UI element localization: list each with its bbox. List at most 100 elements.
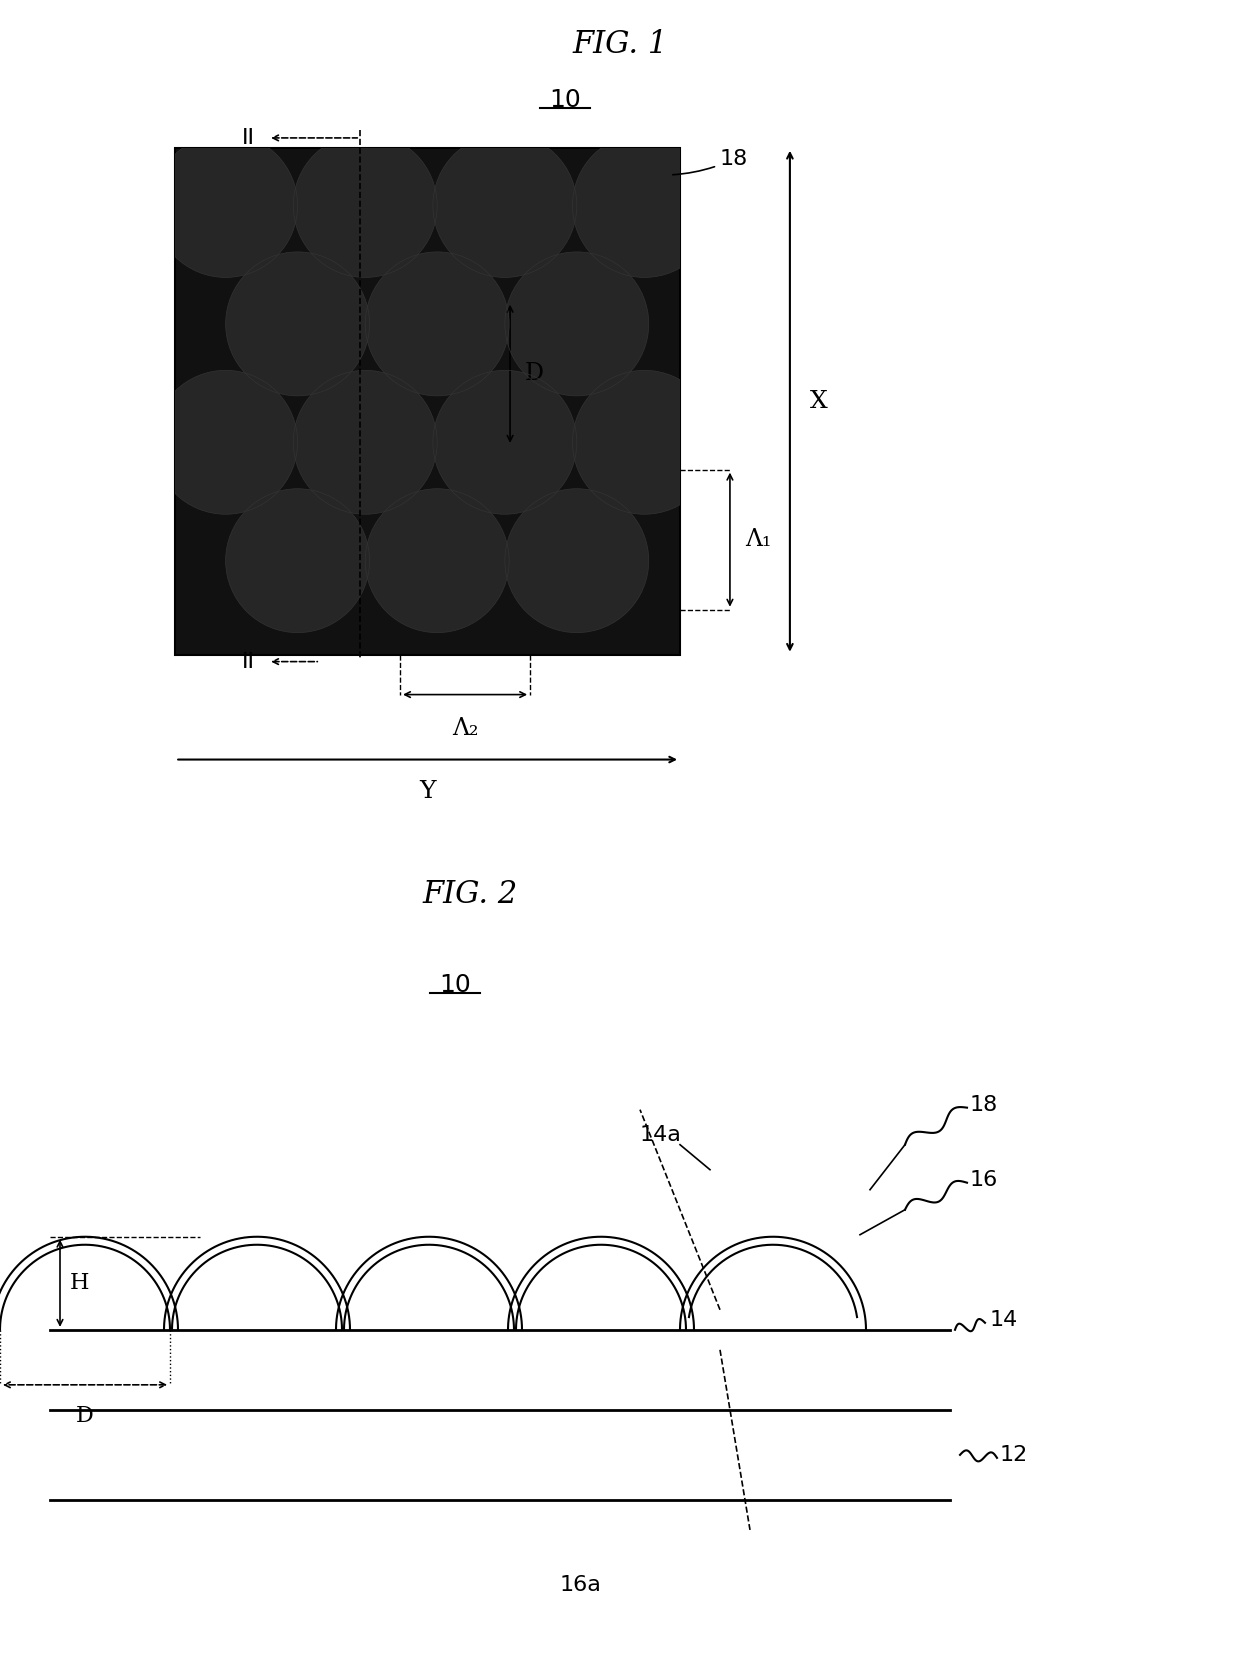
Circle shape	[454, 154, 548, 248]
Circle shape	[588, 149, 696, 257]
Circle shape	[348, 425, 363, 440]
Circle shape	[520, 267, 627, 374]
Circle shape	[511, 495, 641, 625]
Circle shape	[247, 510, 341, 604]
Circle shape	[532, 279, 611, 359]
Circle shape	[609, 406, 667, 465]
Circle shape	[278, 304, 299, 326]
Circle shape	[202, 420, 232, 448]
Text: FIG. 2: FIG. 2	[423, 880, 517, 910]
Circle shape	[544, 292, 595, 343]
Circle shape	[479, 180, 515, 215]
Circle shape	[548, 296, 590, 337]
Circle shape	[206, 423, 227, 443]
FancyBboxPatch shape	[175, 148, 680, 655]
Circle shape	[405, 292, 455, 343]
Circle shape	[232, 259, 361, 388]
Circle shape	[536, 519, 608, 591]
Circle shape	[296, 373, 433, 510]
Circle shape	[451, 388, 552, 489]
Circle shape	[515, 262, 636, 383]
Circle shape	[294, 371, 438, 514]
Circle shape	[259, 522, 324, 588]
Circle shape	[417, 541, 439, 562]
Circle shape	[284, 311, 291, 317]
Circle shape	[460, 161, 539, 240]
Circle shape	[433, 134, 577, 277]
Circle shape	[412, 297, 448, 334]
Circle shape	[423, 547, 430, 554]
Circle shape	[383, 270, 485, 371]
Circle shape	[351, 191, 358, 198]
Circle shape	[551, 534, 587, 571]
Circle shape	[458, 395, 543, 482]
Circle shape	[538, 522, 603, 588]
Circle shape	[393, 279, 472, 359]
Circle shape	[330, 406, 388, 465]
Circle shape	[175, 391, 269, 485]
Circle shape	[627, 425, 642, 440]
Circle shape	[294, 134, 438, 277]
Circle shape	[185, 401, 257, 473]
Text: D: D	[76, 1405, 94, 1427]
Text: II: II	[242, 651, 255, 672]
Circle shape	[162, 379, 285, 502]
Circle shape	[625, 423, 646, 443]
Circle shape	[596, 158, 683, 245]
Circle shape	[345, 185, 367, 207]
Circle shape	[402, 526, 460, 583]
Circle shape	[573, 134, 717, 277]
Circle shape	[606, 168, 671, 232]
Circle shape	[179, 395, 264, 482]
Text: 10: 10	[549, 87, 580, 112]
Circle shape	[625, 185, 646, 207]
Circle shape	[259, 285, 324, 351]
Circle shape	[414, 301, 443, 329]
Circle shape	[582, 379, 704, 502]
Circle shape	[342, 420, 371, 448]
Circle shape	[439, 139, 568, 269]
Circle shape	[244, 270, 345, 371]
Circle shape	[600, 398, 680, 477]
Circle shape	[563, 311, 570, 317]
Circle shape	[466, 168, 531, 232]
Circle shape	[448, 149, 556, 257]
Circle shape	[368, 255, 505, 391]
Circle shape	[228, 255, 366, 391]
Circle shape	[585, 146, 699, 260]
Circle shape	[445, 146, 560, 260]
Circle shape	[263, 526, 320, 583]
Circle shape	[193, 173, 244, 223]
Circle shape	[169, 149, 277, 257]
Circle shape	[226, 489, 370, 633]
Circle shape	[542, 289, 599, 346]
Circle shape	[265, 529, 316, 579]
Circle shape	[515, 499, 636, 620]
Circle shape	[342, 183, 371, 212]
Circle shape	[505, 252, 649, 396]
Circle shape	[250, 514, 336, 599]
Text: FIG. 1: FIG. 1	[573, 30, 667, 60]
Circle shape	[193, 410, 244, 460]
Circle shape	[606, 405, 671, 468]
Circle shape	[238, 500, 353, 616]
Circle shape	[387, 274, 480, 368]
Circle shape	[508, 492, 645, 628]
Circle shape	[433, 371, 577, 514]
Text: 16: 16	[970, 1170, 998, 1190]
Circle shape	[615, 176, 658, 220]
Circle shape	[309, 386, 417, 494]
Circle shape	[408, 532, 451, 574]
Circle shape	[563, 547, 570, 554]
Circle shape	[544, 529, 595, 579]
Circle shape	[573, 371, 717, 514]
Text: 18: 18	[673, 149, 748, 175]
Circle shape	[464, 165, 536, 237]
Circle shape	[366, 489, 510, 633]
Circle shape	[280, 307, 295, 321]
Circle shape	[305, 383, 420, 497]
Circle shape	[441, 143, 564, 265]
Circle shape	[160, 376, 289, 505]
Circle shape	[466, 405, 531, 468]
Circle shape	[575, 136, 712, 274]
